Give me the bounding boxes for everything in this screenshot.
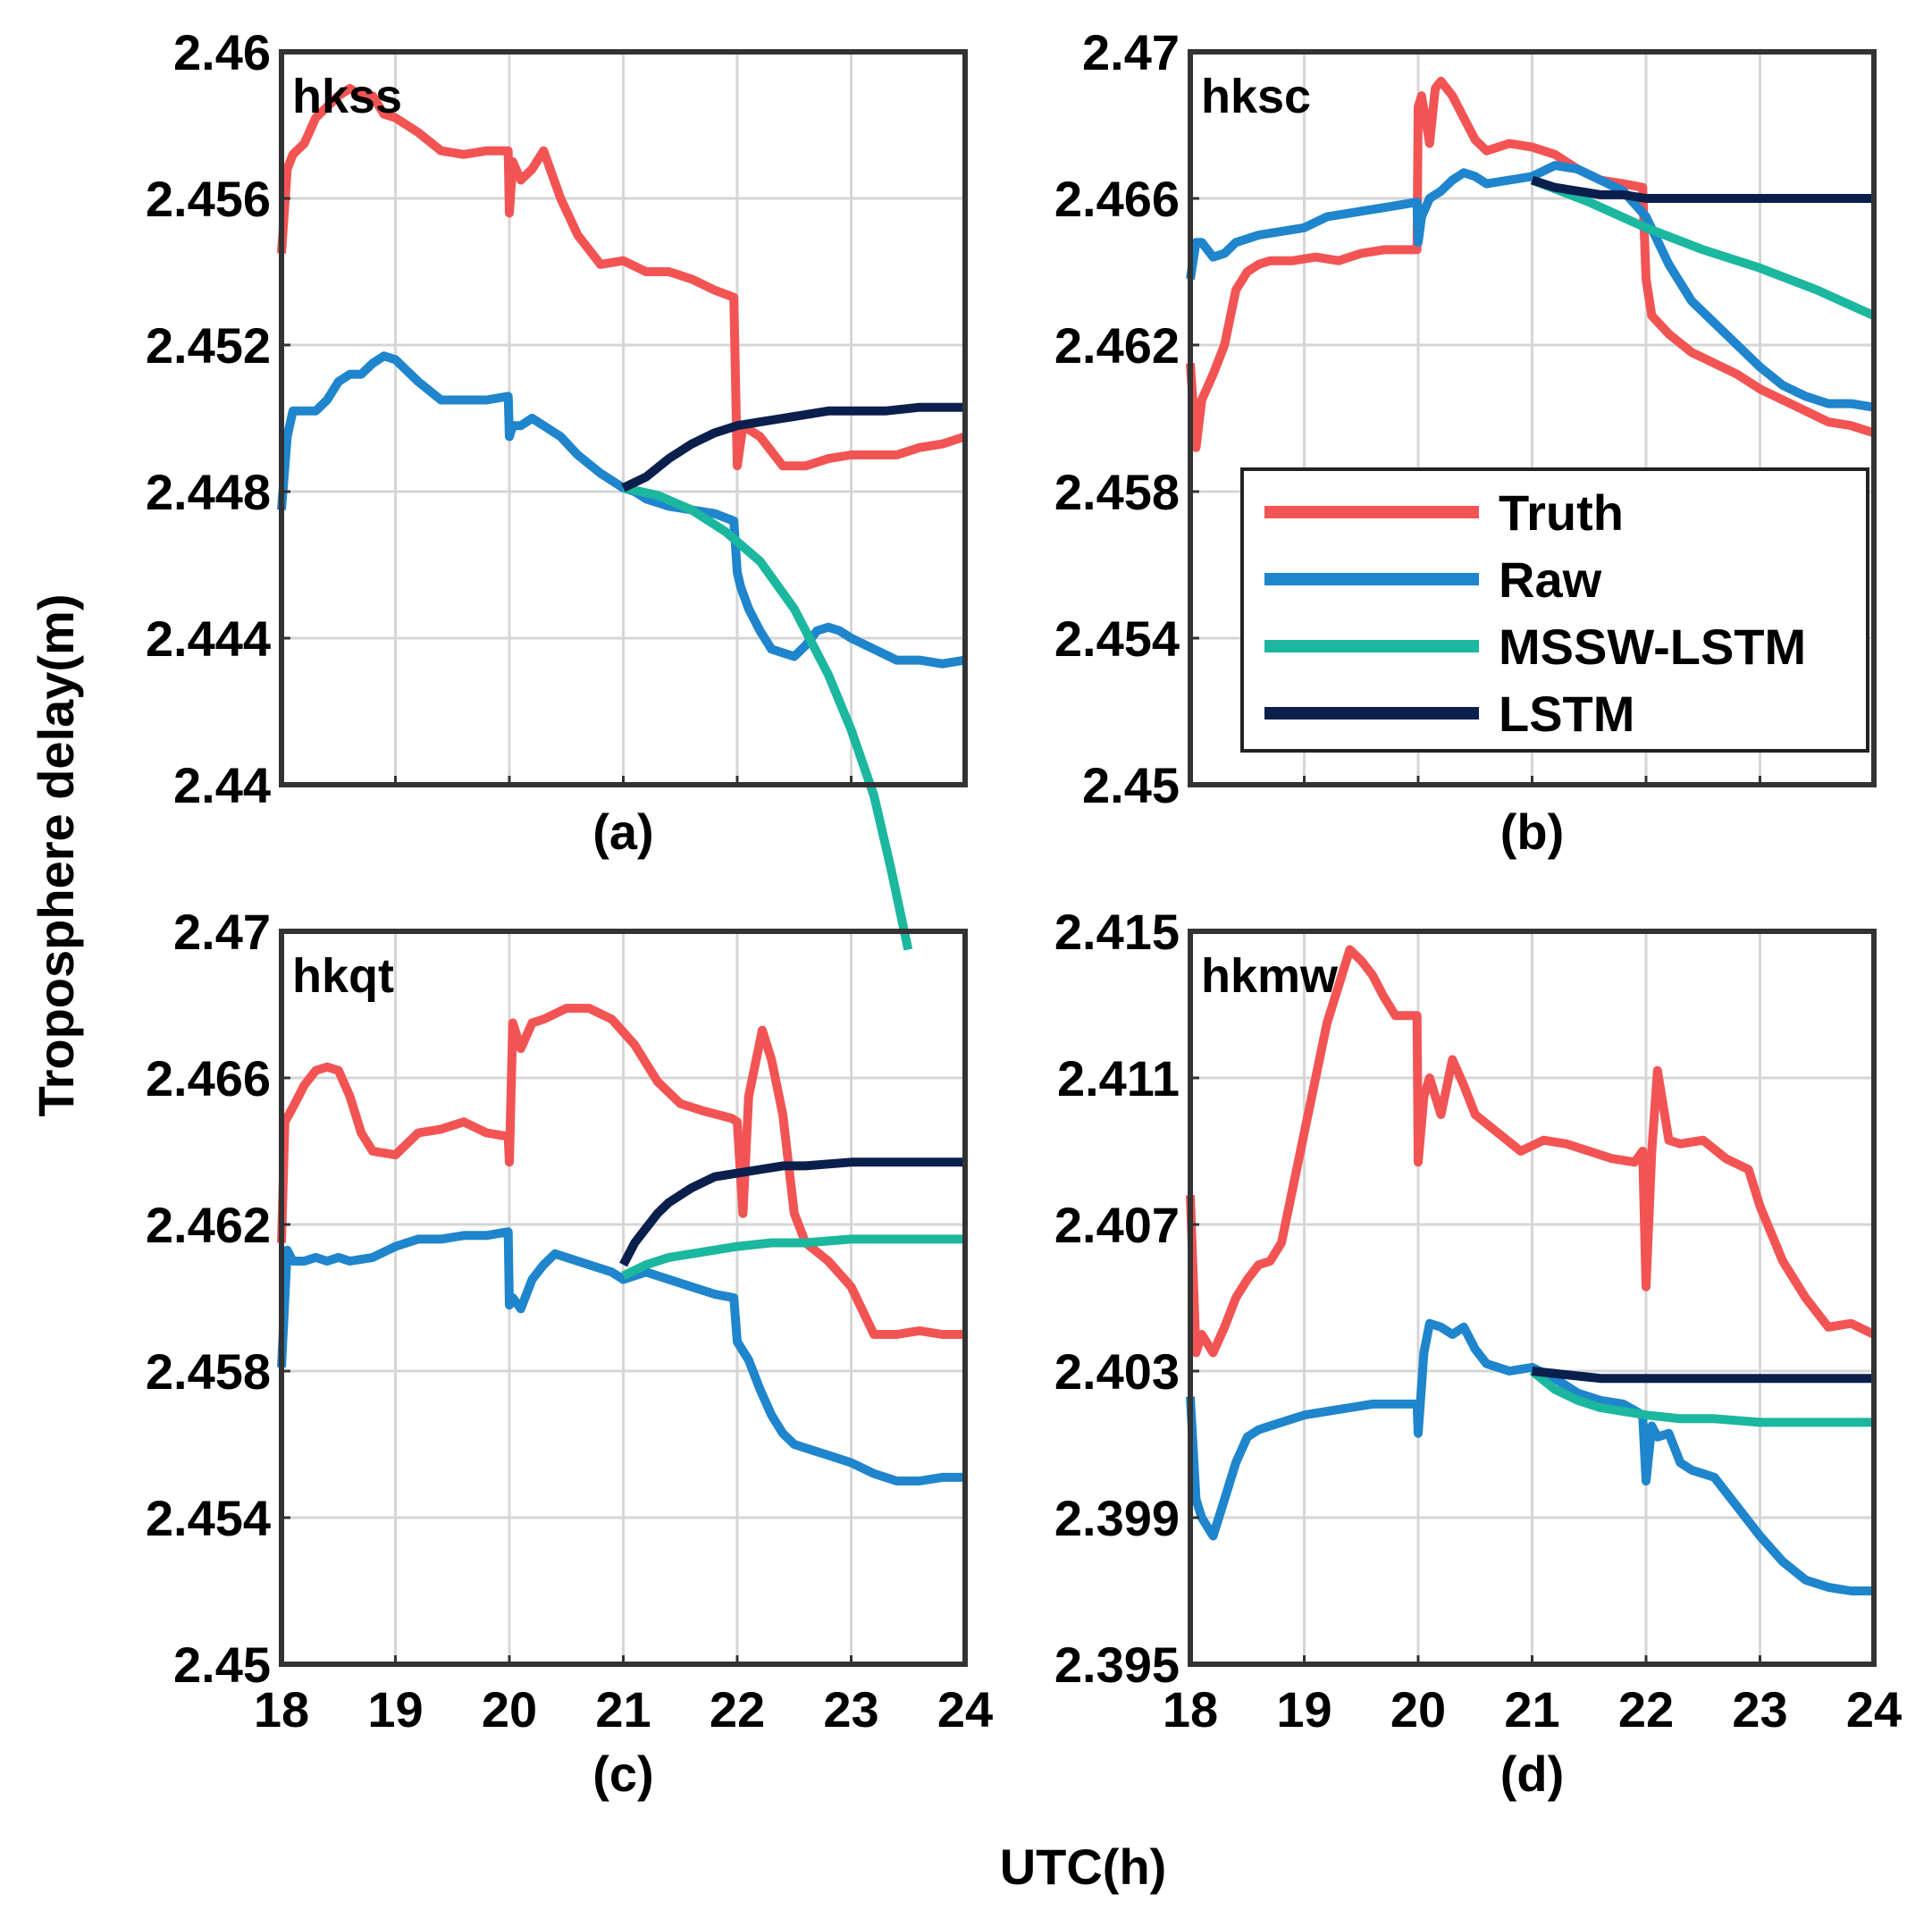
legend-label-truth: Truth: [1499, 484, 1624, 541]
panel-a-ytick-label-2: 2.448: [146, 464, 271, 520]
panel-a-ytick-label-4: 2.456: [146, 171, 271, 227]
panel-a-ytick-label-1: 2.444: [146, 610, 271, 667]
panel-a-ytick-label-5: 2.46: [173, 24, 271, 80]
figure-ylabel: Troposphere delay(m): [28, 593, 84, 1116]
panel-c-ytick-label-1: 2.454: [146, 1490, 271, 1546]
panel-c-station-label: hkqt: [292, 949, 394, 1003]
panel-b-ytick-label-4: 2.466: [1054, 171, 1180, 227]
panel-d-ytick-label-5: 2.415: [1054, 904, 1180, 960]
panel-b-ytick-label-5: 2.47: [1082, 24, 1180, 80]
panel-a-ticks: 2.44 2.444 2.448 2.452 2.456 2.46: [146, 24, 967, 813]
panel-a-ytick-label-0: 2.44: [173, 757, 271, 813]
panel-d: 2.395 2.399 2.403 2.407 2.411 2.415 18 19 20 21 22…: [1054, 904, 1902, 1802]
figure-xlabel: UTC(h): [1000, 1839, 1167, 1895]
panel-b-ytick-label-2: 2.458: [1054, 464, 1180, 520]
panel-c-xtick-label-6: 24: [937, 1681, 993, 1738]
panel-a: 2.44 2.444 2.448 2.452 2.456 2.46 hkss (a): [146, 24, 968, 951]
panel-a-series-lstm: [621, 402, 965, 492]
panel-c-caption: (c): [592, 1746, 653, 1802]
panel-b-ytick-label-0: 2.45: [1082, 757, 1180, 813]
panel-d-xtick-label-6: 24: [1846, 1681, 1902, 1738]
panel-c-xtick-label-1: 19: [367, 1681, 423, 1738]
panel-a-caption: (a): [592, 804, 653, 860]
panel-c-series-raw: [277, 1227, 965, 1485]
legend-label-lstm: LSTM: [1499, 686, 1634, 742]
panel-a-series-truth: [277, 84, 967, 471]
panel-c-ytick-label-2: 2.458: [146, 1343, 271, 1400]
panel-d-ytick-label-2: 2.403: [1054, 1343, 1180, 1400]
panel-d-ytick-label-0: 2.395: [1054, 1637, 1180, 1693]
panel-d-caption: (d): [1500, 1746, 1565, 1802]
panel-a-series-raw: [277, 351, 966, 669]
panel-d-xtick-label-5: 23: [1732, 1681, 1787, 1738]
panel-b-station-label: hksc: [1201, 70, 1311, 123]
panel-b-ytick-label-3: 2.462: [1054, 317, 1180, 374]
panel-c-ytick-label-4: 2.466: [146, 1050, 271, 1107]
panel-c-ytick-label-5: 2.47: [173, 904, 271, 960]
panel-d-xtick-label-3: 21: [1504, 1681, 1559, 1738]
panel-c-xtick-label-2: 20: [482, 1681, 537, 1738]
panel-b-ytick-label-1: 2.454: [1054, 610, 1180, 667]
panel-b-caption: (b): [1500, 804, 1565, 860]
panel-d-series: [1186, 945, 1877, 1595]
panel-d-ticks: 2.395 2.399 2.403 2.407 2.411 2.415 18 19 20 21 22…: [1054, 904, 1902, 1738]
panel-c-series-truth: [277, 1004, 965, 1339]
panel-c-xtick-label-5: 23: [823, 1681, 878, 1738]
panel-b-series: [1186, 76, 1877, 452]
panel-d-ytick-label-4: 2.411: [1057, 1050, 1180, 1107]
panel-a-station-label: hkss: [292, 70, 402, 123]
panel-d-xtick-label-2: 20: [1390, 1681, 1446, 1738]
panel-a-series-mssw-lstm: [622, 484, 913, 951]
panel-d-station-label: hkmw: [1201, 949, 1339, 1003]
panel-d-series-lstm: [1531, 1367, 1874, 1384]
panel-c-ytick-label-3: 2.462: [146, 1197, 271, 1253]
panel-c: 2.45 2.454 2.458 2.462 2.466 2.47 18 19 20 21 22 23…: [146, 904, 993, 1802]
panel-c-ticks: 2.45 2.454 2.458 2.462 2.466 2.47 18 19 20 21 22 23…: [146, 904, 993, 1738]
legend-label-raw: Raw: [1499, 551, 1602, 608]
panel-c-ytick-label-0: 2.45: [173, 1637, 271, 1693]
panel-b-series-raw: [1186, 161, 1875, 412]
panel-b-series-lstm: [1530, 175, 1874, 203]
panel-d-series-mssw-lstm: [1529, 1367, 1874, 1427]
panel-b-series-truth: [1186, 76, 1876, 452]
panel-d-xtick-label-1: 19: [1276, 1681, 1331, 1738]
panel-c-series-lstm: [619, 1157, 965, 1267]
panel-d-xtick-label-4: 22: [1618, 1681, 1674, 1738]
panel-d-ytick-label-1: 2.399: [1054, 1490, 1180, 1546]
panel-c-xtick-label-4: 22: [710, 1681, 765, 1738]
panel-c-xtick-label-0: 18: [254, 1681, 309, 1738]
panel-d-series-raw: [1186, 1318, 1874, 1595]
legend: Truth Raw MSSW-LSTM LSTM: [1240, 467, 1869, 753]
panel-d-series-truth: [1186, 945, 1877, 1358]
panel-a-ytick-label-3: 2.452: [146, 317, 271, 374]
legend-label-mssw-lstm: MSSW-LSTM: [1499, 618, 1806, 675]
panel-b-ticks: 2.45 2.454 2.458 2.462 2.466 2.47: [1054, 24, 1876, 813]
panel-b-series-mssw-lstm: [1530, 175, 1877, 320]
panel-d-ytick-label-3: 2.407: [1054, 1197, 1180, 1253]
panel-a-series: [277, 84, 967, 951]
panel-d-xtick-label-0: 18: [1163, 1681, 1218, 1738]
panel-c-series: [277, 1004, 965, 1485]
panel-c-series-mssw-lstm: [621, 1234, 965, 1280]
panel-c-xtick-label-3: 21: [595, 1681, 651, 1738]
